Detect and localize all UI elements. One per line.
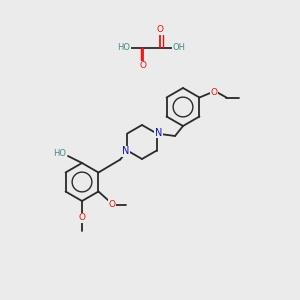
Text: HO: HO	[53, 149, 67, 158]
Text: O: O	[140, 61, 146, 70]
Text: O: O	[157, 26, 164, 34]
Text: N: N	[122, 146, 129, 157]
Text: HO: HO	[118, 44, 130, 52]
Text: O: O	[109, 200, 116, 209]
Text: O: O	[79, 214, 86, 223]
Text: O: O	[211, 88, 218, 97]
Text: N: N	[155, 128, 162, 137]
Text: OH: OH	[172, 44, 185, 52]
